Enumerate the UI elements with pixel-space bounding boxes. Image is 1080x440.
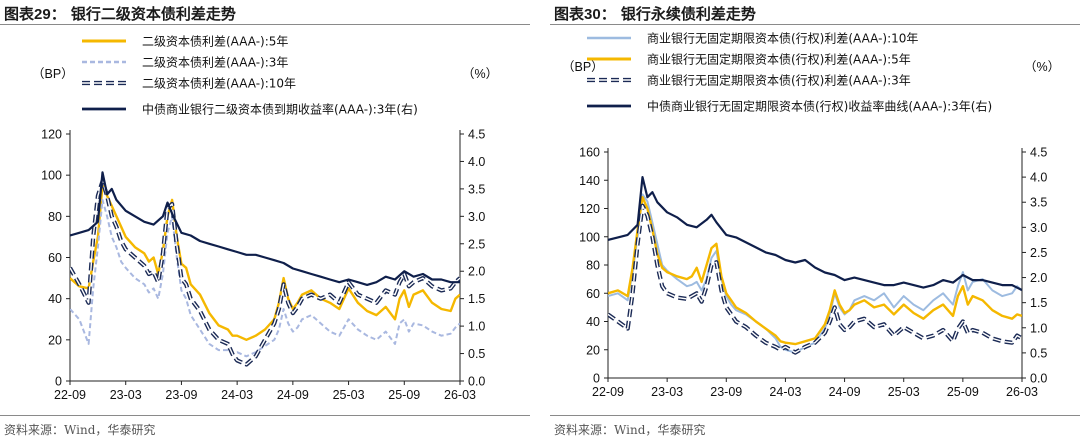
right-tick-label: 4.5 <box>468 128 485 142</box>
series-group <box>70 171 460 367</box>
source-note: 资料来源：Wind，华泰研究 <box>4 423 156 437</box>
title-prefix: 图表 <box>4 5 35 23</box>
series-line-inner <box>70 180 460 366</box>
right-tick-label: 2.5 <box>1030 246 1047 260</box>
x-tick-label: 24-03 <box>769 385 801 399</box>
right-tick-label: 1.0 <box>1030 321 1047 335</box>
title-prefix: 图表 <box>554 5 585 23</box>
legend-label: 商业银行无固定期限资本债(行权)利差(AAA-):5年 <box>647 52 911 67</box>
top-rule <box>0 24 530 25</box>
right-tick-label: 0.5 <box>1030 346 1047 360</box>
x-tick-label: 24-03 <box>221 388 253 402</box>
series-line <box>608 176 1022 292</box>
x-tick-label: 25-03 <box>333 388 365 402</box>
chart-panel-30: 图表30： 银行永续债利差走势 （BP） （%） 0 20 40 60 80 100 120 14… <box>550 0 1080 440</box>
left-tick-label: 60 <box>48 251 62 265</box>
right-tick-label: 4.0 <box>1030 171 1047 185</box>
left-tick-label: 100 <box>41 169 62 183</box>
series-line-inner <box>608 204 1022 354</box>
legend-label: 中债商业银行二级资本债到期收益率(AAA-):3年(右) <box>142 102 418 117</box>
chart-panel-29: 图表29： 银行二级资本债利差走势 （BP） （%） 0 20 40 60 80 100 120… <box>0 0 530 440</box>
top-rule <box>550 24 1080 25</box>
source-note: 资料来源：Wind，华泰研究 <box>554 423 706 437</box>
left-tick-label: 80 <box>48 210 62 224</box>
right-tick-label: 2.0 <box>468 265 485 279</box>
right-tick-label: 3.5 <box>1030 196 1047 210</box>
x-tick-label: 23-03 <box>110 388 142 402</box>
title-text: ： 银行永续债利差走势 <box>600 5 756 23</box>
panel-title: 图表30： 银行永续债利差走势 <box>554 3 756 24</box>
legend-label: 商业银行无固定期限资本债(行权)利差(AAA-):10年 <box>647 31 918 46</box>
x-tick-label: 24-09 <box>829 385 861 399</box>
right-tick-label: 0.5 <box>468 347 485 361</box>
series-line <box>70 171 460 286</box>
legend-label: 二级资本债利差(AAA-):5年 <box>142 35 288 49</box>
right-tick-label: 0.0 <box>468 375 485 389</box>
x-tick-label: 26-03 <box>444 388 476 402</box>
bottom-rule <box>0 415 530 416</box>
right-tick-label: 3.0 <box>468 210 485 224</box>
title-number: 30 <box>584 6 601 23</box>
legend-label: 中债商业银行无固定期限资本债(行权)收益率曲线(AAA-):3年(右) <box>647 99 992 114</box>
legend-label: 商业银行无固定期限资本债(行权)利差(AAA-):3年 <box>647 73 911 88</box>
right-axis-unit: （%） <box>462 67 498 81</box>
x-tick-label: 23-03 <box>651 385 683 399</box>
series-line <box>608 195 1022 346</box>
right-tick-label: 4.0 <box>468 155 485 169</box>
right-tick-label: 1.0 <box>468 320 485 334</box>
left-axis-unit: （BP） <box>562 60 604 74</box>
right-tick-label: 4.5 <box>1030 146 1047 160</box>
legend-label: 二级资本债利差(AAA-):3年 <box>142 56 288 70</box>
x-tick-label: 22-09 <box>54 388 86 402</box>
panel-title: 图表29： 银行二级资本债利差走势 <box>4 3 236 24</box>
right-tick-label: 2.0 <box>1030 271 1047 285</box>
x-tick-label: 26-03 <box>1006 385 1038 399</box>
left-tick-label: 120 <box>579 202 600 216</box>
left-tick-label: 80 <box>586 259 600 273</box>
right-tick-label: 3.0 <box>1030 221 1047 235</box>
left-tick-label: 60 <box>586 287 600 301</box>
left-tick-label: 140 <box>579 174 600 188</box>
right-tick-label: 1.5 <box>468 292 485 306</box>
bottom-rule <box>550 415 1080 416</box>
left-tick-label: 40 <box>586 315 600 329</box>
left-tick-label: 20 <box>586 343 600 357</box>
left-tick-label: 160 <box>579 146 600 160</box>
left-tick-label: 0 <box>55 375 62 389</box>
legend-label: 二级资本债利差(AAA-):10年 <box>142 77 296 91</box>
series-line <box>70 198 460 358</box>
series-line <box>70 184 460 341</box>
x-tick-label: 25-03 <box>888 385 920 399</box>
right-tick-label: 2.5 <box>468 237 485 251</box>
left-tick-label: 0 <box>593 372 600 386</box>
x-tick-label: 24-09 <box>277 388 309 402</box>
x-tick-label: 25-09 <box>388 388 420 402</box>
x-tick-label: 23-09 <box>165 388 197 402</box>
title-text: ： 银行二级资本债利差走势 <box>50 5 236 23</box>
series-group <box>608 176 1022 355</box>
x-tick-label: 23-09 <box>710 385 742 399</box>
left-tick-label: 40 <box>48 292 62 306</box>
left-tick-label: 20 <box>48 333 62 347</box>
line-chart: （BP） （%） 0 20 40 60 80 100 120 140 160 0.0 0.5 1.0 1.5… <box>562 31 1060 400</box>
right-tick-label: 1.5 <box>1030 296 1047 310</box>
x-tick-label: 22-09 <box>592 385 624 399</box>
left-axis-unit: （BP） <box>32 67 74 81</box>
right-axis-unit: （%） <box>1024 60 1060 74</box>
line-chart: （BP） （%） 0 20 40 60 80 100 120 0.0 0.5 1.0 1.5 2.0 2.5… <box>32 35 498 403</box>
left-tick-label: 120 <box>41 128 62 142</box>
right-tick-label: 3.5 <box>468 182 485 196</box>
title-number: 29 <box>34 6 51 23</box>
right-tick-label: 0.0 <box>1030 372 1047 386</box>
left-tick-label: 100 <box>579 230 600 244</box>
x-tick-label: 25-09 <box>947 385 979 399</box>
